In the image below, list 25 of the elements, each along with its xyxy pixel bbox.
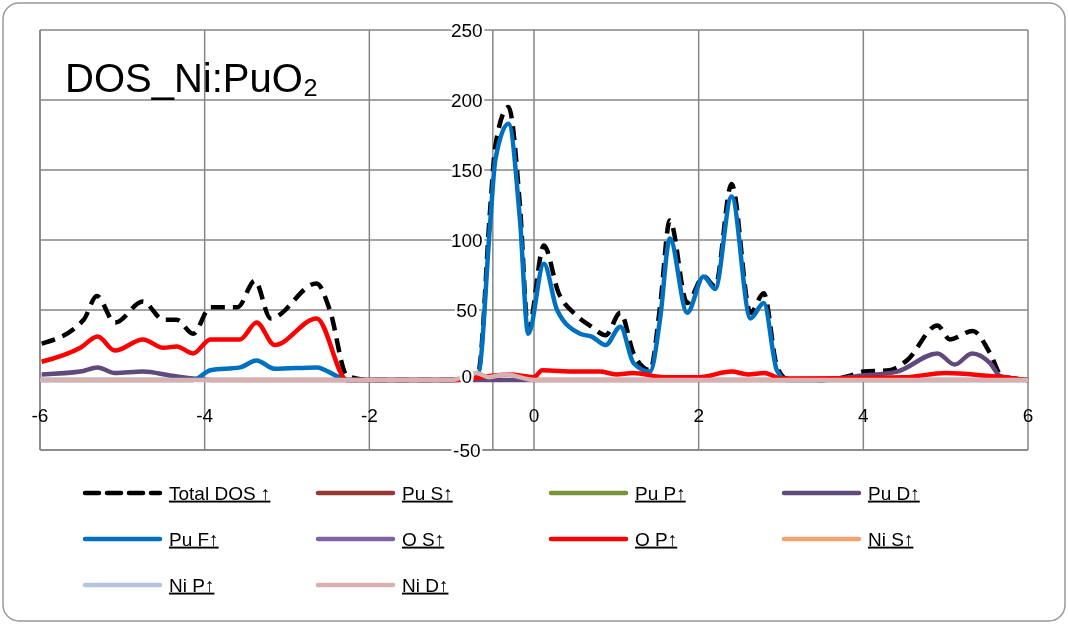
- x-tick-label: -6: [31, 405, 49, 426]
- legend-label: O S↑: [402, 528, 445, 550]
- legend-label: Pu S↑: [402, 482, 453, 504]
- legend-label: Pu P↑: [635, 482, 686, 504]
- y-tick-label: 100: [450, 229, 483, 251]
- x-tick-label: 2: [693, 405, 704, 426]
- legend-label: Total DOS ↑: [169, 482, 271, 504]
- x-tick-label: 4: [858, 405, 870, 426]
- legend-label: Ni P↑: [169, 574, 215, 596]
- legend-label: Ni D↑: [402, 574, 449, 596]
- legend-label: Pu F↑: [169, 528, 219, 550]
- x-tick-label: 6: [1022, 405, 1034, 426]
- text: DOS_Ni:PuO₂: [65, 56, 319, 100]
- legend-label: Pu D↑: [868, 482, 920, 504]
- legend-label: O P↑: [635, 528, 678, 550]
- x-tick-label: -2: [360, 405, 378, 426]
- x-tick-label: -4: [196, 405, 214, 426]
- line-series: [37, 370, 1031, 383]
- x-tick-label: 0: [528, 405, 540, 426]
- y-tick-label: 250: [450, 19, 483, 41]
- y-tick-label: 200: [450, 89, 483, 111]
- y-tick-label: 50: [456, 299, 478, 321]
- legend-label: Ni S↑: [868, 528, 914, 550]
- y-tick-label: -50: [453, 439, 481, 461]
- y-tick-label: 150: [450, 159, 483, 181]
